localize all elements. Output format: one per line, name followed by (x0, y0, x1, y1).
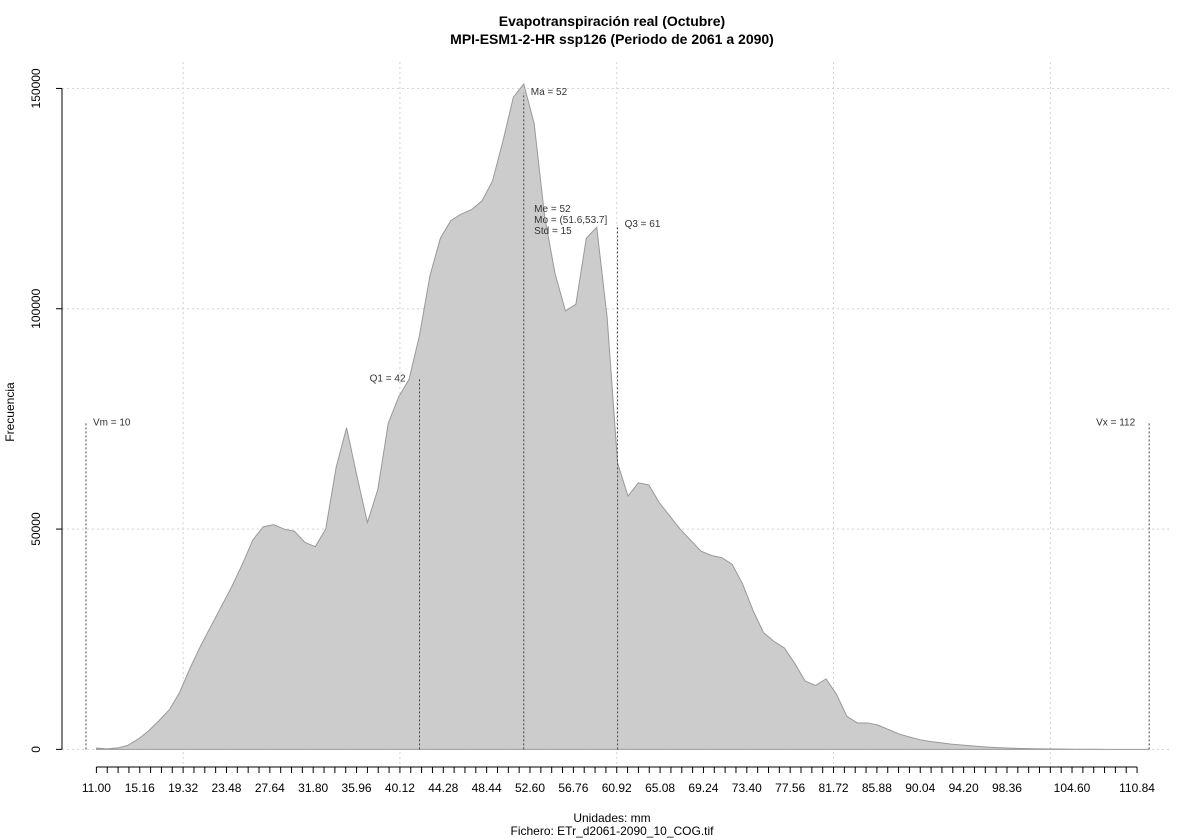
frequency-area-path (95, 82, 1150, 750)
marker-label-vx: Vx = 112 (1096, 417, 1135, 428)
y-axis: 0 50000 100000 150000 (29, 68, 63, 753)
stats-line-0: Me = 52 (534, 204, 571, 215)
marker-label-ma: Ma = 52 (531, 87, 568, 98)
x-axis: 11.00 15.16 19.32 23.48 27.64 31.80 35.96 40.12… (82, 766, 1155, 795)
x-tick-label-1: 15.16 (125, 781, 155, 795)
x-tick-label-4: 27.64 (255, 781, 285, 795)
marker-label-q3: Q3 = 61 (625, 219, 661, 230)
x-tick-label-11: 56.76 (558, 781, 588, 795)
y-axis-label: Frecuencia (3, 382, 17, 442)
x-axis-label: Unidades: mm (573, 811, 650, 825)
x-tick-label-21: 98.36 (992, 781, 1022, 795)
chart-subtitle: MPI-ESM1-2-HR ssp126 (Periodo de 2061 a … (450, 31, 774, 47)
x-tick-label-3: 23.48 (211, 781, 241, 795)
x-tick-label-7: 40.12 (385, 781, 415, 795)
marker-label-vm: Vm = 10 (93, 417, 131, 428)
x-tick-label-0: 11.00 (82, 781, 111, 795)
x-tick-label-17: 81.72 (819, 781, 849, 795)
x-tick-label-16: 77.56 (775, 781, 805, 795)
x-tick-label-22: 104.60 (1054, 781, 1091, 795)
x-tick-label-14: 69.24 (688, 781, 718, 795)
x-tick-label-8: 44.28 (428, 781, 458, 795)
x-tick-label-10: 52.60 (515, 781, 545, 795)
marker-label-q1: Q1 = 42 (370, 373, 406, 384)
y-tick-label-1: 50000 (29, 512, 43, 546)
x-tick-label-15: 73.40 (732, 781, 762, 795)
x-tick-label-5: 31.80 (298, 781, 328, 795)
x-tick-label-9: 48.44 (472, 781, 502, 795)
x-tick-label-6: 35.96 (342, 781, 372, 795)
x-tick-label-18: 85.88 (862, 781, 892, 795)
y-tick-label-2: 100000 (29, 288, 43, 328)
stats-line-2: Std = 15 (534, 226, 572, 237)
x-tick-label-12: 60.92 (602, 781, 632, 795)
x-tick-label-19: 90.04 (905, 781, 935, 795)
x-tick-label-20: 94.20 (949, 781, 979, 795)
x-tick-label-13: 65.08 (645, 781, 675, 795)
marker-lines: Vm = 10 Q1 = 42 Ma = 52 Q3 = 61 Vx = 112 (85, 87, 1150, 750)
stats-line-1: Mo = (51.6,53.7] (534, 215, 607, 226)
frequency-area (95, 82, 1150, 750)
x-tick-label-23: 110.84 (1119, 781, 1155, 795)
x-tick-label-2: 19.32 (168, 781, 198, 795)
file-caption: Fichero: ETr_d2061-2090_10_COG.tif (511, 824, 715, 838)
chart-title: Evapotranspiración real (Octubre) (499, 13, 725, 29)
y-tick-label-0: 0 (29, 746, 43, 753)
y-tick-label-3: 150000 (29, 68, 43, 108)
